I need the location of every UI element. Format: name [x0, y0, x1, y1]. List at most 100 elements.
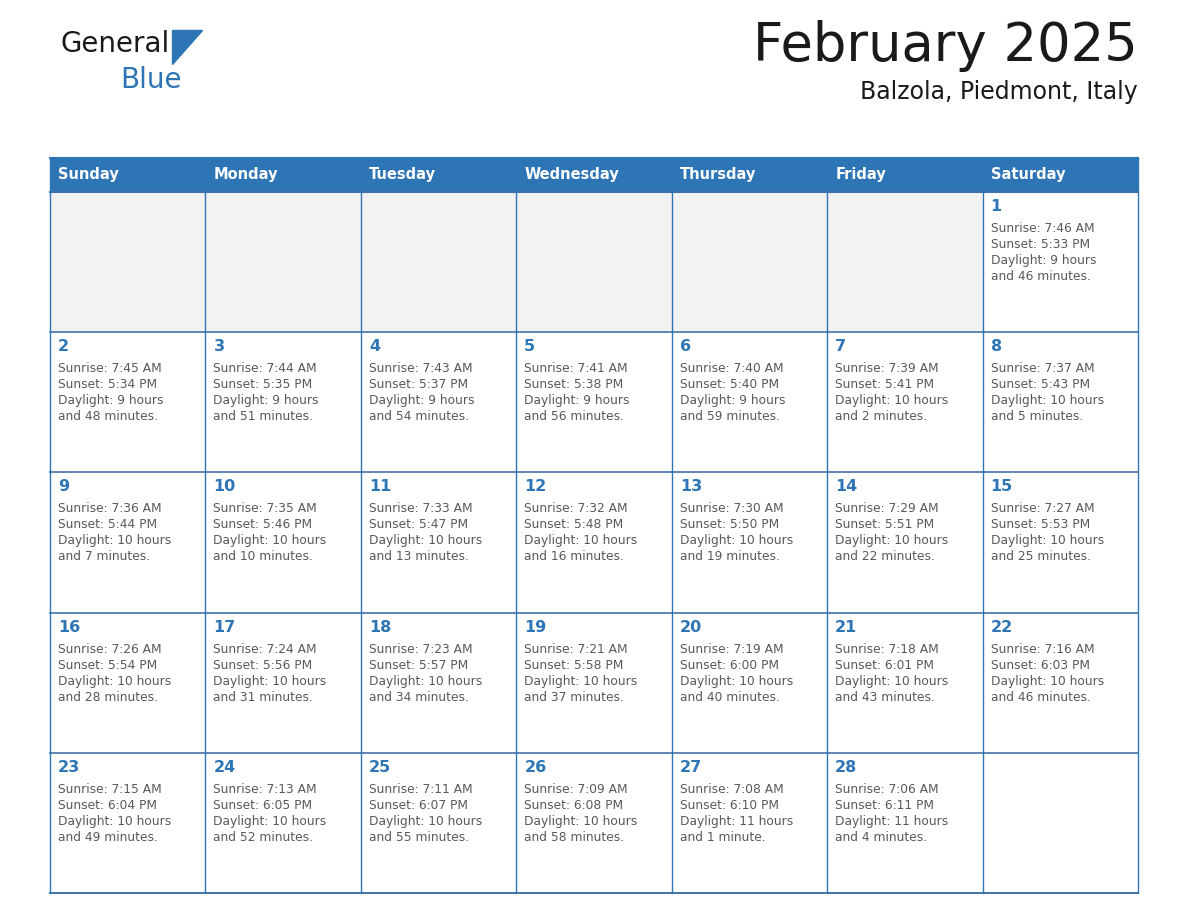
Text: and 13 minutes.: and 13 minutes.: [368, 551, 469, 564]
Bar: [206, 332, 361, 473]
Text: Daylight: 10 hours: Daylight: 10 hours: [991, 675, 1104, 688]
Text: and 43 minutes.: and 43 minutes.: [835, 690, 935, 703]
Text: 8: 8: [991, 339, 1001, 354]
Text: Sunset: 5:43 PM: Sunset: 5:43 PM: [991, 378, 1089, 391]
Bar: [982, 192, 1138, 332]
Text: Daylight: 10 hours: Daylight: 10 hours: [58, 534, 171, 547]
Bar: [50, 332, 206, 473]
Text: Sunset: 6:10 PM: Sunset: 6:10 PM: [680, 799, 778, 812]
Text: 22: 22: [991, 620, 1013, 634]
Bar: [827, 753, 982, 893]
Text: and 46 minutes.: and 46 minutes.: [991, 690, 1091, 703]
Text: Sunrise: 7:16 AM: Sunrise: 7:16 AM: [991, 643, 1094, 655]
Bar: [517, 612, 671, 753]
Text: and 25 minutes.: and 25 minutes.: [991, 551, 1091, 564]
Text: and 48 minutes.: and 48 minutes.: [58, 410, 158, 423]
Bar: [206, 158, 361, 192]
Text: Daylight: 10 hours: Daylight: 10 hours: [524, 815, 638, 828]
Bar: [671, 473, 827, 612]
Text: Sunset: 5:58 PM: Sunset: 5:58 PM: [524, 658, 624, 672]
Text: and 51 minutes.: and 51 minutes.: [214, 410, 314, 423]
Text: and 28 minutes.: and 28 minutes.: [58, 690, 158, 703]
Text: Daylight: 10 hours: Daylight: 10 hours: [524, 675, 638, 688]
Bar: [50, 192, 206, 332]
Bar: [982, 158, 1138, 192]
Text: Sunset: 6:11 PM: Sunset: 6:11 PM: [835, 799, 934, 812]
Text: Balzola, Piedmont, Italy: Balzola, Piedmont, Italy: [860, 80, 1138, 104]
Text: Sunday: Sunday: [58, 167, 119, 183]
Text: Daylight: 9 hours: Daylight: 9 hours: [524, 394, 630, 408]
Text: Sunrise: 7:13 AM: Sunrise: 7:13 AM: [214, 783, 317, 796]
Bar: [50, 612, 206, 753]
Bar: [50, 753, 206, 893]
Text: Daylight: 9 hours: Daylight: 9 hours: [368, 394, 474, 408]
Text: 10: 10: [214, 479, 235, 495]
Bar: [827, 332, 982, 473]
Text: Daylight: 11 hours: Daylight: 11 hours: [680, 815, 792, 828]
Text: Sunrise: 7:44 AM: Sunrise: 7:44 AM: [214, 363, 317, 375]
Text: 2: 2: [58, 339, 69, 354]
Text: Saturday: Saturday: [991, 167, 1066, 183]
Text: 13: 13: [680, 479, 702, 495]
Text: Daylight: 10 hours: Daylight: 10 hours: [680, 675, 792, 688]
Text: 21: 21: [835, 620, 858, 634]
Bar: [361, 158, 517, 192]
Bar: [982, 473, 1138, 612]
Text: Sunset: 6:03 PM: Sunset: 6:03 PM: [991, 658, 1089, 672]
Text: Sunset: 5:44 PM: Sunset: 5:44 PM: [58, 519, 157, 532]
Text: Sunrise: 7:46 AM: Sunrise: 7:46 AM: [991, 222, 1094, 235]
Bar: [517, 473, 671, 612]
Bar: [361, 612, 517, 753]
Text: and 22 minutes.: and 22 minutes.: [835, 551, 935, 564]
Text: Daylight: 10 hours: Daylight: 10 hours: [680, 534, 792, 547]
Text: Daylight: 10 hours: Daylight: 10 hours: [368, 534, 482, 547]
Text: and 31 minutes.: and 31 minutes.: [214, 690, 314, 703]
Text: 27: 27: [680, 760, 702, 775]
Text: Daylight: 10 hours: Daylight: 10 hours: [214, 815, 327, 828]
Text: 26: 26: [524, 760, 546, 775]
Text: 5: 5: [524, 339, 536, 354]
Text: 15: 15: [991, 479, 1013, 495]
Text: 9: 9: [58, 479, 69, 495]
Bar: [50, 158, 206, 192]
Text: 24: 24: [214, 760, 235, 775]
Text: 17: 17: [214, 620, 235, 634]
Bar: [671, 158, 827, 192]
Bar: [361, 753, 517, 893]
Text: Sunset: 5:56 PM: Sunset: 5:56 PM: [214, 658, 312, 672]
Text: Sunrise: 7:32 AM: Sunrise: 7:32 AM: [524, 502, 628, 515]
Bar: [517, 753, 671, 893]
Text: General: General: [61, 30, 169, 58]
Text: Daylight: 10 hours: Daylight: 10 hours: [214, 675, 327, 688]
Text: Sunset: 5:38 PM: Sunset: 5:38 PM: [524, 378, 624, 391]
Text: Daylight: 10 hours: Daylight: 10 hours: [835, 675, 948, 688]
Bar: [517, 332, 671, 473]
Text: Sunset: 5:46 PM: Sunset: 5:46 PM: [214, 519, 312, 532]
Text: Sunset: 6:07 PM: Sunset: 6:07 PM: [368, 799, 468, 812]
Text: Daylight: 9 hours: Daylight: 9 hours: [680, 394, 785, 408]
Text: and 54 minutes.: and 54 minutes.: [368, 410, 469, 423]
Text: and 34 minutes.: and 34 minutes.: [368, 690, 469, 703]
Bar: [517, 158, 671, 192]
Text: Daylight: 10 hours: Daylight: 10 hours: [214, 534, 327, 547]
Text: 23: 23: [58, 760, 81, 775]
Text: and 1 minute.: and 1 minute.: [680, 831, 765, 844]
Text: and 52 minutes.: and 52 minutes.: [214, 831, 314, 844]
Text: Sunrise: 7:39 AM: Sunrise: 7:39 AM: [835, 363, 939, 375]
Bar: [206, 192, 361, 332]
Text: Sunset: 5:48 PM: Sunset: 5:48 PM: [524, 519, 624, 532]
Text: Daylight: 10 hours: Daylight: 10 hours: [991, 394, 1104, 408]
Text: Sunrise: 7:23 AM: Sunrise: 7:23 AM: [368, 643, 473, 655]
Text: Sunset: 6:01 PM: Sunset: 6:01 PM: [835, 658, 934, 672]
Text: Sunset: 5:33 PM: Sunset: 5:33 PM: [991, 238, 1089, 251]
Text: Sunrise: 7:33 AM: Sunrise: 7:33 AM: [368, 502, 473, 515]
Text: Sunrise: 7:43 AM: Sunrise: 7:43 AM: [368, 363, 473, 375]
Text: Sunset: 5:57 PM: Sunset: 5:57 PM: [368, 658, 468, 672]
Text: 18: 18: [368, 620, 391, 634]
Bar: [827, 473, 982, 612]
Text: Sunset: 5:41 PM: Sunset: 5:41 PM: [835, 378, 934, 391]
Text: Daylight: 10 hours: Daylight: 10 hours: [524, 534, 638, 547]
Text: 1: 1: [991, 199, 1001, 214]
Text: Wednesday: Wednesday: [524, 167, 619, 183]
Text: Sunrise: 7:24 AM: Sunrise: 7:24 AM: [214, 643, 317, 655]
